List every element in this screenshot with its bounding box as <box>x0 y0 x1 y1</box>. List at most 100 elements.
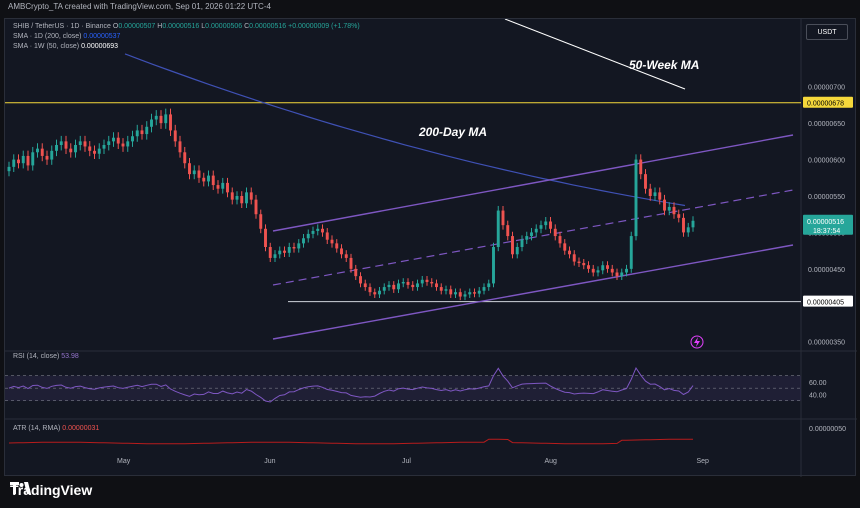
candle <box>568 246 571 259</box>
candle-body <box>264 228 267 247</box>
candle <box>17 154 20 169</box>
ohlc-o: 0.00000507 <box>118 23 156 30</box>
candle-body <box>83 141 87 147</box>
candle <box>634 154 638 241</box>
candle-body <box>273 254 277 258</box>
current-price-badge-countdown: 18:37:54 <box>813 228 840 235</box>
candle-body <box>667 206 671 211</box>
candle <box>283 246 286 257</box>
candle <box>74 139 77 158</box>
symbol-label: SHIB / TetherUS · 1D · Binance <box>13 23 111 30</box>
candle-body <box>45 155 49 160</box>
candle-body <box>211 175 215 186</box>
candle-body <box>691 220 695 228</box>
candle <box>21 150 25 169</box>
channel-lower-line <box>272 244 794 340</box>
candle <box>577 257 581 268</box>
candle <box>501 205 505 230</box>
candle-body <box>577 261 581 264</box>
candle-body <box>563 243 567 251</box>
candle-body <box>482 287 486 291</box>
candle-body <box>634 159 638 237</box>
candle-body <box>259 214 263 229</box>
y-tick-label: 0.00000450 <box>808 267 845 274</box>
candle-body <box>268 247 272 258</box>
candle <box>582 259 586 270</box>
candle <box>387 281 391 291</box>
current-price-badge-bg <box>803 214 853 235</box>
candle <box>373 288 377 298</box>
candle <box>169 108 172 137</box>
candle-body <box>145 126 149 135</box>
sma50w-line <box>504 19 686 90</box>
candle <box>653 187 657 201</box>
candle-body <box>435 283 438 288</box>
candle-body <box>197 170 201 178</box>
candle <box>83 135 87 152</box>
candle <box>335 239 339 253</box>
candle-body <box>135 130 139 137</box>
candle <box>487 279 491 291</box>
sma50w-label: SMA · 1W (50, close) <box>13 43 80 50</box>
atr-label: ATR (14, RMA) <box>13 425 61 432</box>
candle-body <box>278 250 282 255</box>
candle-body <box>582 263 586 266</box>
candle-body <box>69 148 73 153</box>
candle-body <box>477 290 481 294</box>
ohlc-c-label: C <box>244 23 250 30</box>
candle <box>444 285 448 295</box>
candle-body <box>188 163 191 175</box>
candle <box>183 146 187 169</box>
candle-body <box>648 188 652 196</box>
candle <box>544 216 548 230</box>
rsi-tick-label: 60.00 <box>809 380 827 387</box>
candle-body <box>164 114 168 124</box>
candle <box>36 143 39 158</box>
candle-body <box>449 289 453 295</box>
candle <box>359 272 362 288</box>
candle <box>344 250 348 262</box>
candle-body <box>359 276 362 284</box>
candle <box>682 213 685 237</box>
current-price-badge: 0.00000516 <box>807 219 844 226</box>
candle <box>292 242 296 253</box>
candle <box>468 288 472 298</box>
candle <box>606 261 609 273</box>
candle <box>439 283 443 295</box>
candle <box>145 121 149 140</box>
candle-body <box>686 227 690 233</box>
candle-body <box>254 199 258 215</box>
currency-selector[interactable]: USDT <box>806 24 848 40</box>
candle <box>354 264 358 280</box>
candle-body <box>401 281 405 284</box>
candle-body <box>473 292 476 294</box>
candle-body <box>378 290 381 295</box>
candle-body <box>88 146 92 151</box>
candle <box>477 287 481 298</box>
candle <box>164 108 168 129</box>
x-tick-label: Jun <box>264 458 275 465</box>
candle-body <box>245 192 248 204</box>
candle <box>311 226 315 239</box>
created-by-text: AMBCrypto_TA created with TradingView.co… <box>8 2 271 11</box>
chart-canvas[interactable]: 0.00000700 0.00000650 0.00000600 0.00000550… <box>5 19 857 477</box>
candle <box>192 165 196 180</box>
chart-panel[interactable]: 0.00000700 0.00000650 0.00000600 0.00000550… <box>4 18 857 477</box>
rsi-legend: RSI (14, close) 53.98 <box>13 353 79 360</box>
candle <box>691 216 695 232</box>
candle <box>259 209 263 234</box>
candle-body <box>59 141 63 145</box>
candle <box>40 143 44 162</box>
candle <box>116 132 120 149</box>
y-tick-label: 0.00000600 <box>808 158 845 165</box>
candle-body <box>150 119 153 127</box>
candle-body <box>7 166 11 172</box>
candle-body <box>501 210 505 226</box>
candle-body <box>249 192 253 200</box>
lightning-icon-bolt <box>694 337 700 347</box>
candle-body <box>207 175 210 182</box>
candle <box>88 141 92 157</box>
candle <box>107 135 111 151</box>
candle <box>411 281 415 291</box>
candle <box>131 130 134 147</box>
